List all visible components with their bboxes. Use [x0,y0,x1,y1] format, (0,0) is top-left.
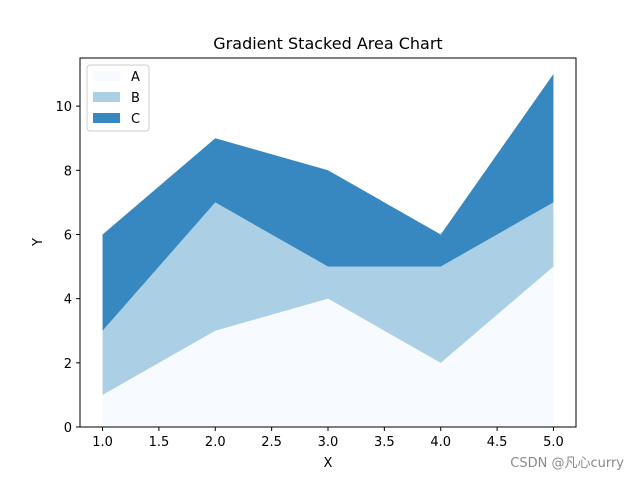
legend-label-b: B [131,91,140,106]
x-tick-label: 3.0 [318,435,339,450]
x-tick-label: 3.5 [374,435,395,450]
x-axis-label: X [324,456,333,471]
x-tick-label: 2.0 [205,435,226,450]
x-tick-label: 1.5 [149,435,170,450]
watermark-text: CSDN @凡心curry [510,456,624,471]
legend-swatch-b [93,92,120,102]
x-tick-label: 4.0 [430,435,451,450]
x-axis-ticks: 1.0 1.5 2.0 2.5 3.0 3.5 4.0 4.5 5.0 [92,427,564,450]
y-tick-label: 0 [64,421,72,436]
y-tick-label: 6 [64,228,72,243]
y-axis-ticks: 0 2 4 6 8 10 [55,100,80,436]
area-layers [102,74,554,427]
legend-swatch-a [93,71,120,81]
y-tick-label: 10 [55,100,72,115]
area-series-b [102,202,554,395]
x-tick-label: 4.5 [487,435,508,450]
x-tick-label: 5.0 [543,435,564,450]
legend-swatch-c [93,113,120,123]
legend-label-a: A [131,70,140,85]
y-axis-label: Y [31,238,46,247]
legend: ABC [86,64,150,132]
x-tick-label: 2.5 [261,435,282,450]
area-series-a [102,266,554,427]
y-tick-label: 4 [64,293,72,308]
y-tick-label: 8 [64,164,72,179]
legend-label-c: C [131,112,140,127]
y-tick-label: 2 [64,357,72,372]
chart-title: Gradient Stacked Area Chart [213,34,442,53]
area-series-c [102,74,554,331]
x-tick-label: 1.0 [92,435,113,450]
